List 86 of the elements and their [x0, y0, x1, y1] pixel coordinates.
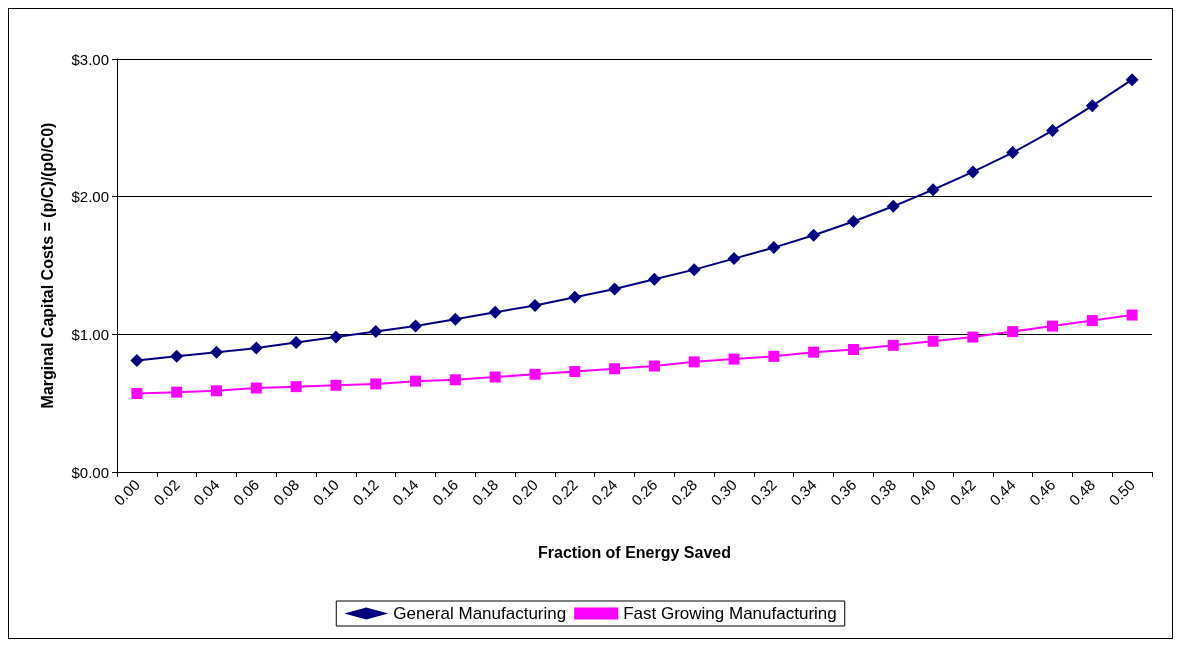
- point: [609, 363, 621, 375]
- point: [967, 331, 979, 343]
- point: [847, 343, 859, 355]
- point: [688, 356, 700, 368]
- point: [687, 263, 701, 277]
- point: [289, 336, 303, 350]
- point: [1045, 124, 1059, 138]
- point: [131, 388, 143, 400]
- point: [1046, 320, 1058, 332]
- x-tick-label: 0.02: [150, 475, 183, 509]
- point: [1086, 315, 1098, 327]
- legend-label: Fast Growing Manufacturing: [623, 604, 837, 623]
- x-tick-label: 0.50: [1105, 475, 1139, 509]
- x-tick-label: 0.10: [309, 475, 342, 509]
- x-tick-label: 0.36: [826, 475, 860, 509]
- point: [529, 368, 541, 380]
- x-tick-label: 0.32: [747, 475, 780, 509]
- x-tick-label: 0.28: [667, 475, 701, 509]
- point: [887, 339, 899, 351]
- x-tick-label: 0.40: [906, 475, 940, 509]
- point: [489, 371, 501, 383]
- x-tick-label: 0.12: [349, 475, 382, 509]
- point: [409, 319, 423, 333]
- point: [768, 350, 780, 362]
- point: [886, 199, 900, 213]
- point: [249, 341, 263, 355]
- point: [808, 346, 820, 358]
- point: [727, 252, 741, 266]
- y-tick-label: $0.00: [71, 463, 109, 481]
- point: [1125, 73, 1139, 87]
- x-tick-label: 0.20: [508, 475, 541, 509]
- point: [927, 335, 939, 347]
- x-tick-label: 0.48: [1065, 475, 1099, 509]
- x-tick-label: 0.16: [428, 475, 462, 509]
- point: [330, 379, 342, 391]
- x-tick-label: 0.38: [866, 475, 900, 509]
- x-tick-label: 0.06: [229, 475, 263, 509]
- point: [369, 325, 383, 339]
- point: [648, 360, 660, 372]
- point: [171, 386, 183, 398]
- x-tick-label: 0.26: [627, 475, 661, 509]
- x-tick-label: 0.04: [189, 475, 223, 509]
- x-tick-label: 0.44: [986, 475, 1019, 509]
- point: [210, 345, 224, 359]
- x-tick-label: 0.14: [388, 475, 422, 509]
- x-tick-label: 0.08: [269, 475, 303, 509]
- point: [528, 298, 542, 312]
- point: [250, 382, 262, 394]
- x-tick-label: 0.18: [468, 475, 502, 509]
- y-tick-label: $1.00: [71, 325, 109, 343]
- y-axis-title: Marginal Capital Costs = (p/C)/(p0/C0): [38, 122, 56, 409]
- legend-label: General Manufacturing: [393, 604, 567, 623]
- point: [1085, 99, 1099, 113]
- y-tick-label: $2.00: [71, 188, 109, 206]
- point: [647, 272, 661, 286]
- point: [1126, 309, 1138, 321]
- point: [410, 375, 422, 387]
- x-tick-label: 0.22: [548, 475, 581, 509]
- x-tick-label: 0.30: [707, 475, 741, 509]
- point: [329, 330, 343, 344]
- point: [568, 290, 582, 304]
- y-tick-label: $3.00: [71, 50, 109, 68]
- point: [608, 282, 622, 296]
- point: [448, 312, 462, 326]
- point: [449, 374, 461, 386]
- point: [807, 228, 821, 242]
- point: [1007, 326, 1019, 338]
- point: [211, 385, 223, 397]
- x-tick-label: 0.42: [946, 475, 979, 509]
- x-tick-label: 0.24: [587, 475, 621, 509]
- point: [728, 353, 740, 365]
- point: [926, 183, 940, 197]
- x-tick-label: 0.00: [110, 475, 143, 509]
- point: [170, 349, 184, 363]
- x-axis-title: Fraction of Energy Saved: [538, 543, 731, 561]
- point: [130, 353, 144, 367]
- point: [1006, 146, 1020, 160]
- x-tick-label: 0.46: [1025, 475, 1059, 509]
- point: [767, 241, 781, 255]
- point: [846, 214, 860, 228]
- point: [569, 366, 581, 377]
- point: [370, 378, 382, 390]
- point: [966, 165, 980, 179]
- point: [290, 381, 302, 393]
- point: [488, 305, 502, 319]
- x-tick-label: 0.34: [787, 475, 820, 509]
